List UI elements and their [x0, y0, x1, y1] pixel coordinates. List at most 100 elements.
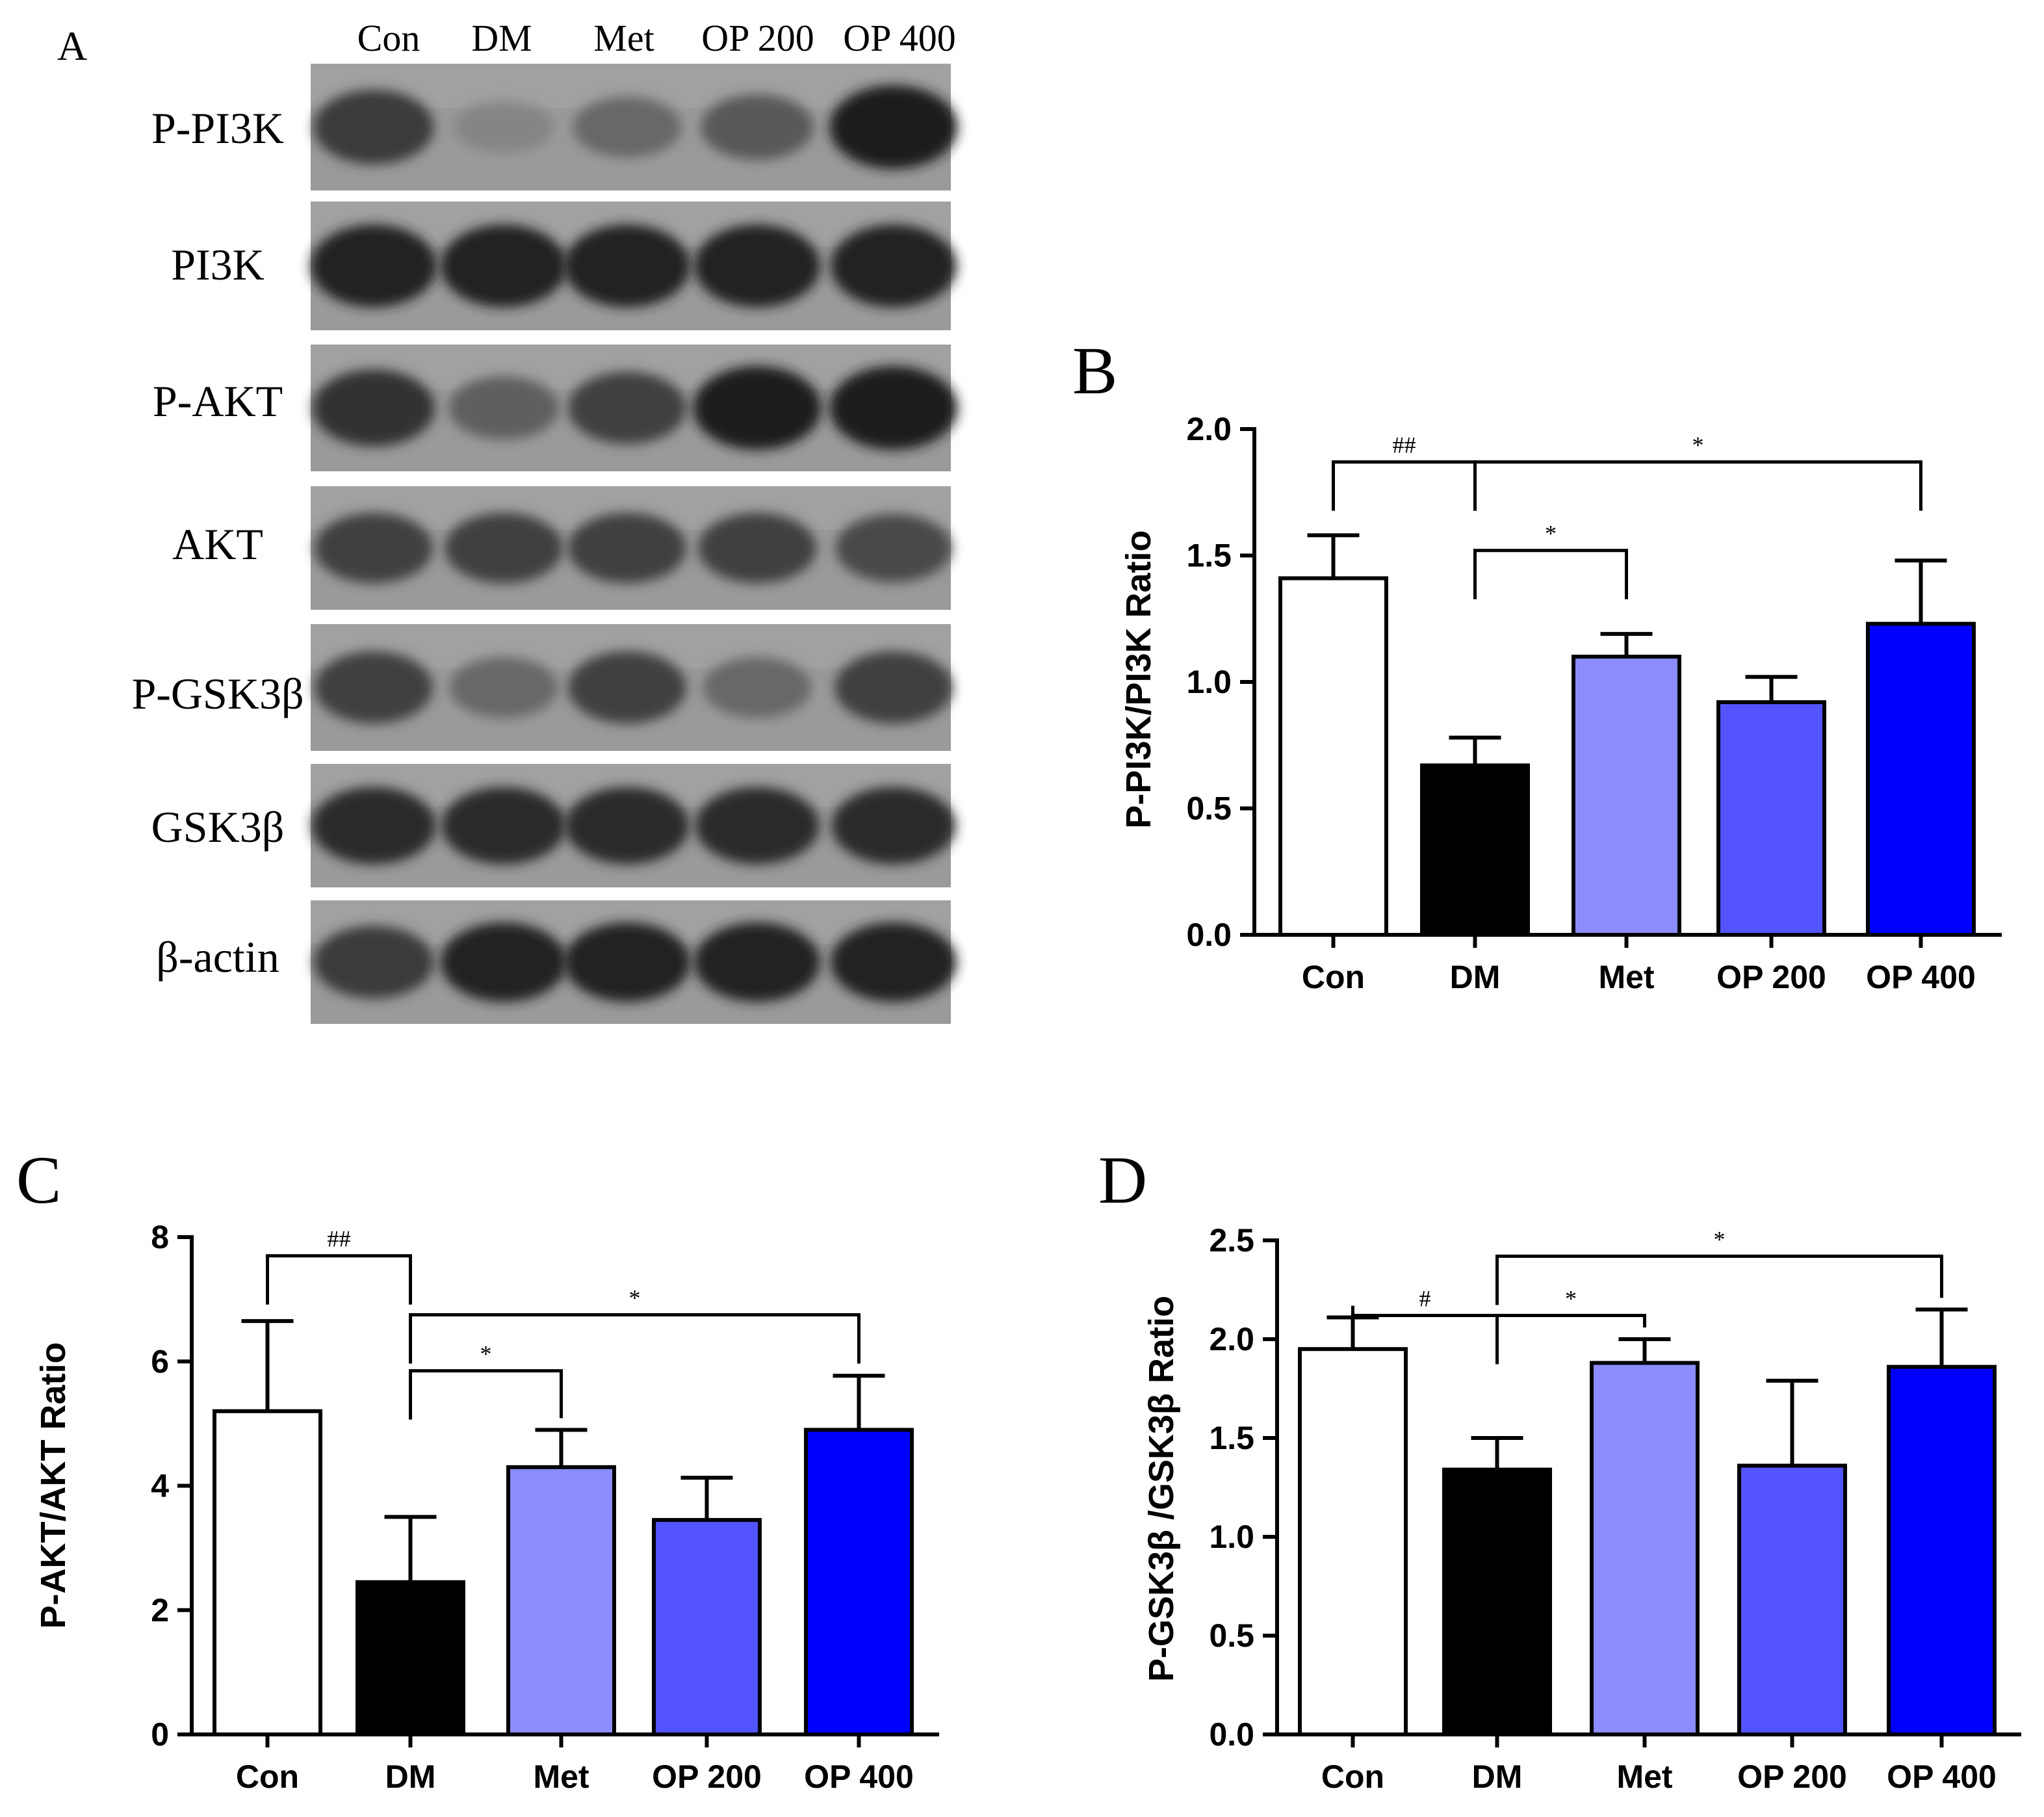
blot-band-p-pi3k-dm	[453, 101, 554, 153]
blot-band-p-akt-met	[568, 371, 686, 445]
lane-label-dm: DM	[471, 17, 532, 59]
significance-label: *	[1545, 521, 1557, 547]
lane-label-met: Met	[593, 17, 654, 59]
blot-band-p-akt-op-200	[693, 365, 821, 451]
y-tick-label: 2	[151, 1592, 169, 1628]
blot-band-actin-op-400	[831, 922, 957, 1002]
significance-label: ##	[1393, 432, 1416, 458]
x-tick-label-dm: DM	[1450, 959, 1501, 995]
y-axis-title: P-PI3K/PI3K Ratio	[1119, 530, 1158, 828]
blot-band-actin-met	[564, 922, 690, 1002]
bar-con	[1278, 576, 1388, 937]
bar-op-200	[652, 1518, 762, 1736]
significance-label: *	[1565, 1286, 1577, 1312]
panel-letter-d: D	[1098, 1143, 1147, 1218]
x-tick-label-met: Met	[533, 1758, 589, 1795]
x-tick-label-con: Con	[1321, 1758, 1384, 1795]
significance-bracket	[409, 1313, 860, 1364]
blot-band-pi3k-op-200	[694, 224, 820, 307]
panel-letter-a: A	[57, 23, 87, 69]
blot-band-p-pi3k-met	[573, 96, 682, 158]
blot-band-pi3k-op-400	[831, 224, 957, 307]
blot-band-gsk3-dm	[441, 787, 566, 865]
blot-band-akt-op-400	[835, 514, 952, 582]
y-tick-label: 2.0	[1186, 411, 1232, 447]
bar-met	[506, 1465, 616, 1736]
bar-con	[213, 1409, 322, 1736]
bar-op-400	[1887, 1365, 1997, 1737]
blot-band-pi3k-dm	[441, 224, 567, 307]
blot-band-akt-dm	[445, 512, 563, 584]
blot-band-gsk3-con	[311, 787, 436, 865]
blot-row-label-actin: β-actin	[156, 932, 279, 982]
blot-band-actin-dm	[441, 922, 567, 1002]
significance-label: *	[629, 1285, 641, 1311]
blot-band-gsk3-op-400	[831, 787, 956, 865]
blot-band-p-gsk3-op-400	[834, 651, 953, 724]
blot-band-gsk3-op-200	[695, 787, 820, 865]
significance-bracket	[1473, 549, 1628, 599]
bar-dm	[1420, 763, 1530, 937]
significance-bracket	[1473, 460, 1922, 511]
significance-bracket	[1332, 460, 1477, 511]
y-tick-label: 6	[151, 1343, 169, 1379]
chart-b: 0.0 0.5 1.0 1.5 2.0 P-PI3K/PI3K Ratio Con DM Met…	[1119, 411, 2002, 995]
blot-band-akt-met	[568, 512, 686, 584]
y-axis-title: P-AKT/AKT Ratio	[34, 1342, 73, 1629]
blot-band-actin-con	[313, 925, 434, 999]
blot-band-p-pi3k-con	[313, 89, 434, 165]
y-tick-label: 1.5	[1186, 538, 1232, 574]
bar-op-400	[804, 1428, 914, 1736]
x-tick-label-dm: DM	[385, 1758, 436, 1795]
x-tick-label-con: Con	[1302, 959, 1365, 995]
x-tick-label-op-200: OP 200	[1716, 959, 1826, 995]
significance-label: *	[480, 1341, 492, 1367]
lane-label-con: Con	[357, 17, 420, 59]
y-tick-label: 1.5	[1209, 1420, 1254, 1456]
blot-band-p-pi3k-op-200	[701, 94, 814, 161]
bar-op-200	[1737, 1463, 1847, 1737]
blot-band-gsk3-met	[565, 787, 690, 865]
y-tick-label: 4	[151, 1468, 169, 1504]
blot-band-p-pi3k-op-400	[829, 85, 958, 170]
x-tick-label-op-400: OP 400	[1887, 1758, 1997, 1795]
significance-bracket	[266, 1254, 412, 1305]
blot-band-p-akt-con	[313, 369, 435, 447]
y-tick-label: 0.0	[1186, 917, 1232, 953]
blot-row-label-pi3k: PI3K	[171, 240, 265, 289]
significance-bracket	[1495, 1314, 1646, 1365]
bar-dm	[1442, 1467, 1552, 1736]
blot-row-label-gsk3: GSK3β	[151, 802, 285, 852]
panel-letter-c: C	[16, 1143, 61, 1218]
blot-row-label-p-gsk3: P-GSK3β	[131, 669, 304, 718]
western-blot: Con DM Met OP 200 OP 400 P-PI3K PI3K P-AKT AKT P-…	[131, 17, 958, 1024]
x-tick-label-op-200: OP 200	[652, 1758, 762, 1795]
x-tick-label-op-400: OP 400	[804, 1758, 914, 1795]
chart-d: 0.0 0.5 1.0 1.5 2.0 2.5 P-GSK3β /GSK3β Ratio Co…	[1142, 1222, 2021, 1795]
blot-band-pi3k-met	[564, 224, 690, 307]
blot-band-akt-con	[315, 512, 433, 584]
y-tick-label: 0	[151, 1716, 169, 1753]
blot-band-p-akt-op-400	[829, 365, 958, 451]
x-tick-label-op-400: OP 400	[1866, 959, 1976, 995]
significance-bracket	[1495, 1254, 1943, 1305]
bar-met	[1590, 1361, 1700, 1736]
chart-c: 0 2 4 6 8 P-AKT/AKT Ratio Con DM Met OP 200 OP 400…	[34, 1219, 939, 1795]
y-tick-label: 2.0	[1209, 1321, 1254, 1357]
significance-bracket	[409, 1369, 563, 1420]
y-tick-label: 8	[151, 1219, 169, 1255]
bar-dm	[356, 1580, 465, 1736]
x-tick-label-met: Met	[1616, 1758, 1672, 1795]
significance-label: *	[1714, 1226, 1726, 1252]
blot-row-label-p-akt: P-AKT	[153, 376, 283, 426]
y-tick-label: 2.5	[1209, 1222, 1254, 1259]
y-tick-label: 0.0	[1209, 1716, 1254, 1753]
x-tick-label-op-200: OP 200	[1737, 1758, 1847, 1795]
blot-band-akt-op-200	[698, 512, 816, 584]
significance-label: ##	[328, 1226, 351, 1252]
blot-band-p-gsk3-dm	[449, 657, 558, 718]
significance-label: #	[1419, 1286, 1431, 1312]
lane-label-op-400: OP 400	[843, 17, 956, 59]
blot-band-p-akt-dm	[448, 376, 559, 440]
x-tick-label-met: Met	[1598, 959, 1654, 995]
